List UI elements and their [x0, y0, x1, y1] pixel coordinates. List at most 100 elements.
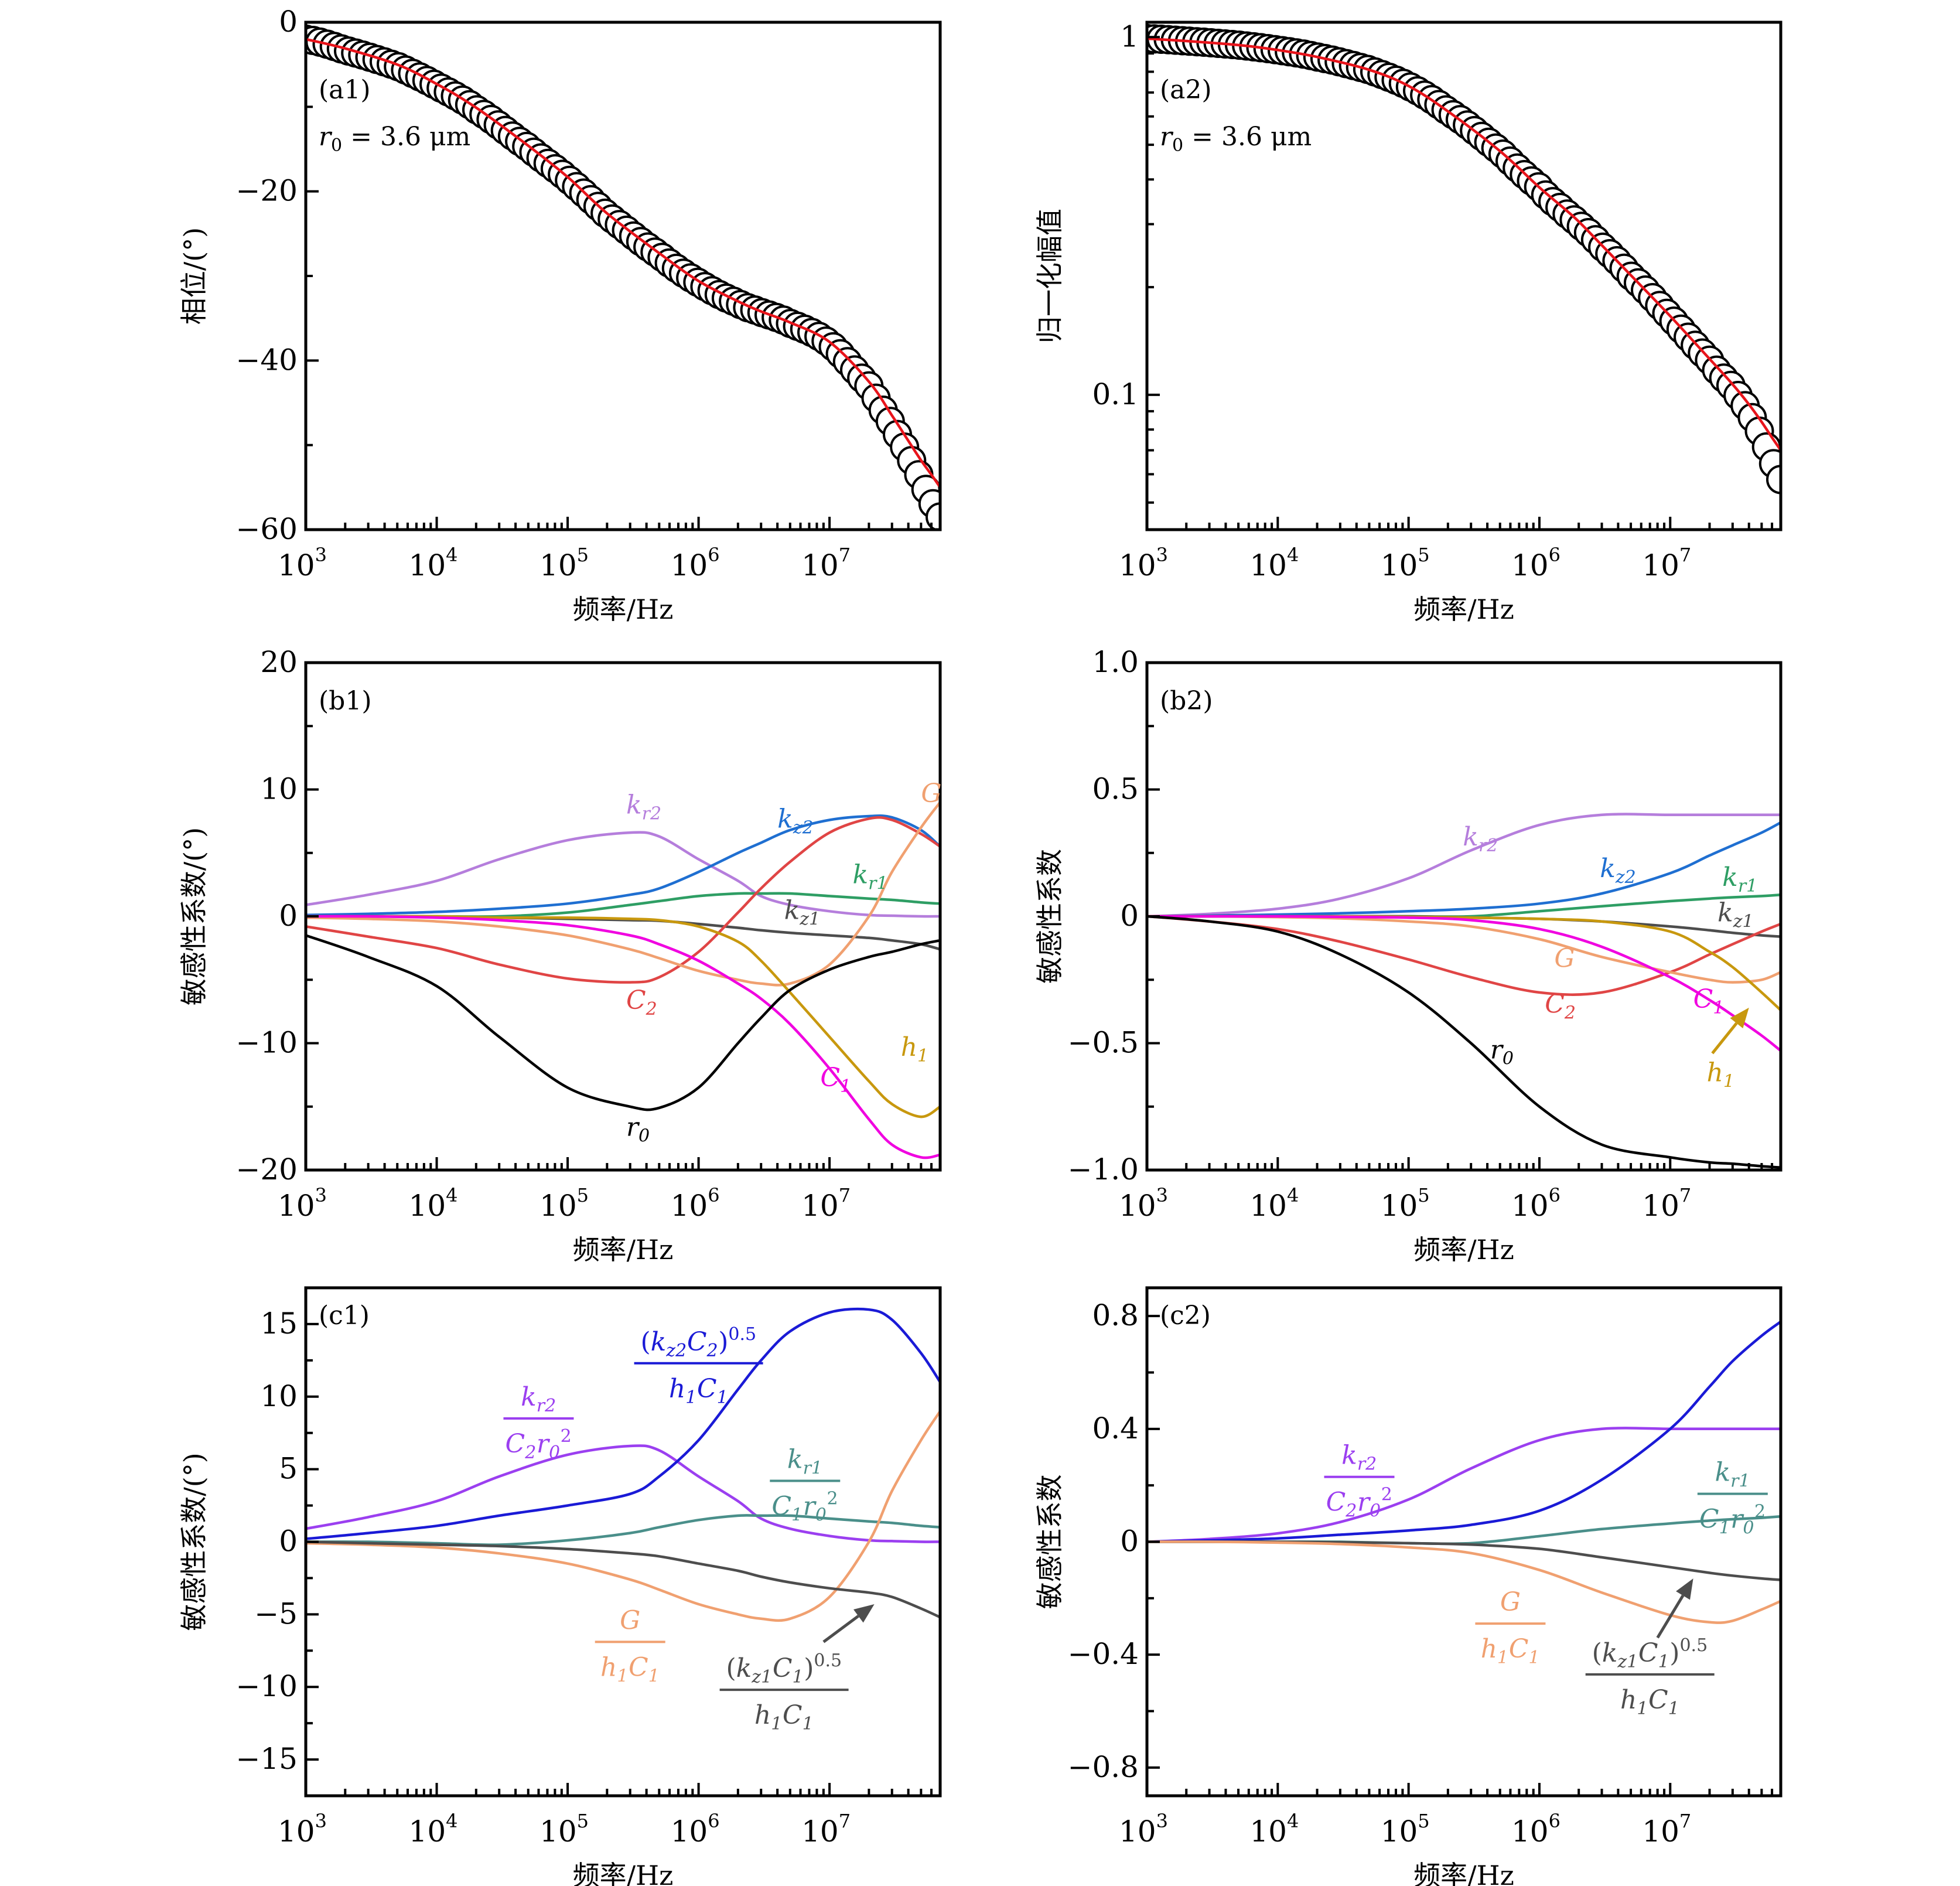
fraction-numerator: (kz1 C1 )0.5: [1592, 1635, 1708, 1672]
fraction-denominator-reset2-1: [838, 1512, 839, 1516]
fraction-denominator: C2 r0 2: [506, 1426, 572, 1463]
series-line-kr2-c2-r0-2-: [1147, 1427, 1781, 1543]
x-tick-exponent: 6: [1549, 1184, 1561, 1206]
fraction-denominator: h1 C1: [1481, 1634, 1540, 1668]
y-tick-label: 10: [260, 1379, 298, 1413]
fraction-numerator-sub-2: 1: [1658, 1652, 1669, 1672]
curve-label-kz1-sym-0: k: [784, 895, 800, 925]
x-axis: 103 104 105 106 107: [278, 1783, 941, 1849]
fraction-numerator-sub-2: 2: [706, 1341, 718, 1361]
panel-c2: 103 104 105 106 1070.80.40−0.4−0.8频率/Hz敏感性系数…: [1034, 1286, 1783, 1886]
x-tick-label: 104: [409, 1810, 458, 1849]
marker-series-measured: [306, 24, 940, 530]
x-tick-base: 10: [278, 1189, 315, 1223]
series-line--kz1-c1-0-5-h1-c1-: [1147, 1540, 1781, 1581]
y-tick-label: −0.5: [1068, 1026, 1139, 1060]
x-tick-label: 105: [1381, 1810, 1430, 1849]
x-tick-label: 107: [1642, 544, 1691, 582]
curve-label-kz2-sub-0: z2: [793, 817, 814, 838]
fraction-label: kr2 C2 r0 2: [1324, 1441, 1395, 1522]
series-line-kr2: [1147, 813, 1781, 918]
y-tick-label: −60: [235, 512, 298, 546]
x-tick-exponent: 7: [1679, 544, 1691, 566]
curve-label-c2-sym-0: C: [1545, 990, 1565, 1019]
curve-label-kr2-sub-0: r2: [642, 804, 661, 824]
y-axis: 15 10 5 0 −5 −10 −15: [235, 1307, 319, 1776]
fraction-numerator-sym-3: ): [718, 1327, 728, 1357]
y-tick-label: −1.0: [1068, 1152, 1139, 1186]
arrow-head: [1730, 1007, 1749, 1029]
fraction-denominator-sub-1: 1: [1668, 1699, 1679, 1719]
series-line-c1: [1147, 915, 1781, 1052]
fraction-denominator-sub-1: 0: [549, 1442, 560, 1463]
y-tick-label: −10: [235, 1669, 298, 1703]
curve-label-kr2-reset-0: [661, 811, 662, 815]
x-tick-exponent: 7: [839, 1810, 851, 1832]
curve-label-kz1-sym-0: k: [1717, 898, 1733, 928]
x-tick-exponent: 5: [1418, 1810, 1429, 1832]
curve-label-r0-sub-0: 0: [1503, 1048, 1514, 1069]
fraction-numerator-sup-3: 0.5: [814, 1650, 842, 1671]
fraction-denominator-sym-0: C: [506, 1429, 525, 1459]
fraction-denominator-sym-0: h: [669, 1374, 685, 1404]
fraction-numerator-reset2-3: [756, 1348, 757, 1352]
fraction-denominator-sub-0: 1: [771, 1714, 782, 1734]
x-tick-exponent: 7: [1679, 1184, 1691, 1206]
fraction-denominator-reset-1: [560, 1450, 561, 1454]
annotation-value: = 3.6 μm: [1183, 122, 1312, 152]
x-tick-label: 104: [409, 1184, 458, 1223]
fraction-numerator-sym-2: C: [1638, 1638, 1658, 1668]
fraction-denominator-sym-0: C: [1326, 1488, 1346, 1517]
y-tick-label: 0: [1120, 1525, 1139, 1558]
fraction-numerator-sym-0: (: [1592, 1638, 1602, 1668]
x-tick-exponent: 5: [577, 1184, 589, 1206]
y-axis: 0.8 0.4 0 −0.4 −0.8: [1068, 1298, 1160, 1784]
fraction-denominator-sup-1: 2: [1754, 1502, 1766, 1522]
x-tick-base: 10: [1249, 1815, 1287, 1849]
panel-label: (b1): [319, 686, 372, 716]
fraction-numerator-sub-0: r1: [1730, 1471, 1750, 1492]
curve-label-kr1-sym-0: k: [1722, 862, 1738, 892]
plot-frame: [304, 21, 942, 531]
curve-label-kz2: kz2: [1600, 854, 1636, 888]
x-tick-exponent: 6: [708, 1184, 719, 1206]
fraction-denominator-sym-1: r: [1357, 1488, 1371, 1517]
x-tick-base: 10: [539, 548, 577, 582]
x-tick-exponent: 5: [577, 544, 589, 566]
curve-label-g: G: [1554, 944, 1575, 974]
annotation-subscript: 0: [1172, 135, 1183, 156]
x-tick-label: 104: [1249, 544, 1299, 582]
y-tick-label: −40: [235, 343, 298, 377]
fraction-denominator-sub-1: 1: [648, 1666, 660, 1686]
curve-label-r0-sym-0: r: [1490, 1035, 1504, 1065]
x-tick-base: 10: [539, 1815, 577, 1849]
panel-b1: 103 104 105 106 10720100−10−20频率/Hz敏感性系数/(°)…: [178, 645, 942, 1266]
fraction-label: Gh1 C1: [1475, 1587, 1546, 1668]
fraction-denominator-sym-0: h: [754, 1700, 771, 1730]
fraction-numerator: (kz2 C2 )0.5: [640, 1324, 756, 1361]
x-tick-exponent: 4: [446, 1184, 457, 1206]
fraction-denominator-sub-0: 1: [1719, 1518, 1730, 1539]
curve-label-kr1: kr1: [1722, 862, 1758, 896]
series-line-kz2: [1147, 821, 1781, 918]
x-tick-exponent: 3: [315, 544, 327, 566]
curve-label-h1: h1: [901, 1032, 929, 1066]
y-tick-label: 15: [260, 1307, 298, 1341]
x-tick-exponent: 3: [315, 1184, 327, 1206]
y-axis-title: 相位/(°): [178, 227, 210, 325]
x-tick-base: 10: [671, 548, 708, 582]
series-line-kr2: [306, 831, 940, 918]
series-line-kr2-c2-r0-2-: [306, 1444, 940, 1543]
y-axis: 1.0 0.5 0 −0.5 −1.0: [1068, 645, 1160, 1186]
x-tick-label: 107: [801, 1184, 851, 1223]
series-line-kr1-c1-r0-2-: [306, 1514, 940, 1546]
x-axis-title: 频率/Hz: [1413, 594, 1514, 625]
fraction-label: kr1 C1 r0 2: [770, 1444, 841, 1525]
fraction-denominator-sym-0: C: [771, 1491, 791, 1521]
fraction-label: kr1 C1 r0 2: [1697, 1458, 1768, 1539]
y-axis-title: 敏感性系数: [1034, 1475, 1066, 1609]
fraction-numerator-sym-0: (: [726, 1653, 736, 1683]
plot-area: [1147, 813, 1781, 1169]
curve-label-kz2-reset-0: [1636, 874, 1637, 878]
